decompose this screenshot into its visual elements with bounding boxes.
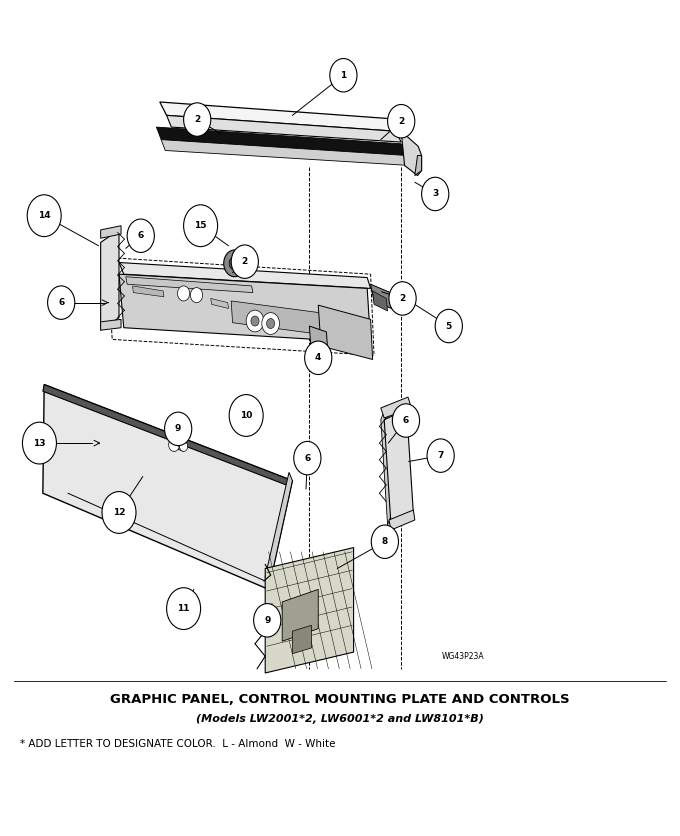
Polygon shape [401, 131, 422, 176]
Circle shape [330, 59, 357, 92]
Circle shape [254, 604, 281, 637]
Polygon shape [133, 286, 164, 297]
Polygon shape [156, 127, 407, 155]
Circle shape [180, 441, 188, 451]
Polygon shape [381, 397, 411, 418]
Polygon shape [309, 326, 328, 351]
Circle shape [165, 412, 192, 446]
Polygon shape [161, 140, 411, 166]
Circle shape [167, 588, 201, 630]
Text: 5: 5 [445, 322, 452, 330]
Polygon shape [126, 277, 253, 293]
Polygon shape [292, 625, 311, 654]
Polygon shape [101, 226, 121, 238]
Text: 4: 4 [315, 354, 322, 362]
Circle shape [388, 104, 415, 138]
Text: 2: 2 [398, 117, 405, 125]
Polygon shape [415, 155, 422, 176]
Text: 6: 6 [137, 232, 144, 240]
Polygon shape [371, 284, 397, 311]
Circle shape [190, 288, 203, 303]
Polygon shape [389, 510, 415, 530]
Text: GRAPHIC PANEL, CONTROL MOUNTING PLATE AND CONTROLS: GRAPHIC PANEL, CONTROL MOUNTING PLATE AN… [110, 693, 570, 706]
Circle shape [267, 319, 275, 329]
Text: 9: 9 [175, 425, 182, 433]
Text: 6: 6 [304, 454, 311, 462]
Text: (Models LW2001*2, LW6001*2 and LW8101*B): (Models LW2001*2, LW6001*2 and LW8101*B) [196, 714, 484, 724]
Polygon shape [381, 405, 393, 525]
Circle shape [392, 404, 420, 437]
Circle shape [435, 309, 462, 343]
Polygon shape [265, 472, 292, 589]
Circle shape [27, 195, 61, 237]
Circle shape [251, 316, 259, 326]
Circle shape [184, 103, 211, 136]
Circle shape [102, 492, 136, 533]
Text: 11: 11 [177, 604, 190, 613]
Polygon shape [384, 410, 413, 525]
Circle shape [177, 286, 190, 301]
Polygon shape [373, 291, 388, 311]
Polygon shape [167, 115, 401, 142]
Text: 6: 6 [403, 416, 409, 425]
Polygon shape [43, 385, 292, 589]
Polygon shape [119, 263, 371, 288]
Circle shape [262, 313, 279, 334]
Text: 13: 13 [33, 439, 46, 447]
Text: 3: 3 [432, 190, 439, 198]
Circle shape [294, 441, 321, 475]
Text: * ADD LETTER TO DESIGNATE COLOR.  L - Almond  W - White: * ADD LETTER TO DESIGNATE COLOR. L - Alm… [20, 739, 336, 749]
Text: 10: 10 [240, 411, 252, 420]
Text: 2: 2 [194, 115, 201, 124]
Text: 8: 8 [381, 538, 388, 546]
Circle shape [22, 422, 56, 464]
Circle shape [229, 257, 240, 270]
Circle shape [48, 286, 75, 319]
Text: 14: 14 [38, 212, 50, 220]
Circle shape [127, 219, 154, 252]
Polygon shape [119, 274, 371, 343]
Text: WG43P23A: WG43P23A [442, 652, 485, 660]
Polygon shape [265, 548, 354, 673]
Text: 2: 2 [399, 294, 406, 303]
Text: 9: 9 [264, 616, 271, 624]
Polygon shape [318, 305, 373, 359]
Text: 15: 15 [194, 222, 207, 230]
Text: 12: 12 [113, 508, 125, 517]
Polygon shape [43, 385, 292, 487]
Circle shape [305, 341, 332, 375]
Circle shape [224, 250, 245, 277]
Circle shape [427, 439, 454, 472]
Polygon shape [231, 301, 321, 334]
Text: 1: 1 [340, 71, 347, 79]
Polygon shape [171, 439, 184, 451]
Circle shape [169, 438, 180, 451]
Polygon shape [160, 102, 396, 131]
Text: 6: 6 [58, 298, 65, 307]
Text: 2: 2 [241, 257, 248, 266]
Polygon shape [211, 298, 228, 308]
Text: 7: 7 [437, 451, 444, 460]
Polygon shape [282, 589, 318, 641]
Circle shape [246, 310, 264, 332]
Circle shape [389, 282, 416, 315]
Circle shape [229, 395, 263, 436]
Circle shape [184, 205, 218, 247]
Circle shape [371, 525, 398, 558]
Circle shape [422, 177, 449, 211]
Polygon shape [101, 230, 119, 330]
Circle shape [231, 245, 258, 278]
Polygon shape [101, 319, 121, 330]
